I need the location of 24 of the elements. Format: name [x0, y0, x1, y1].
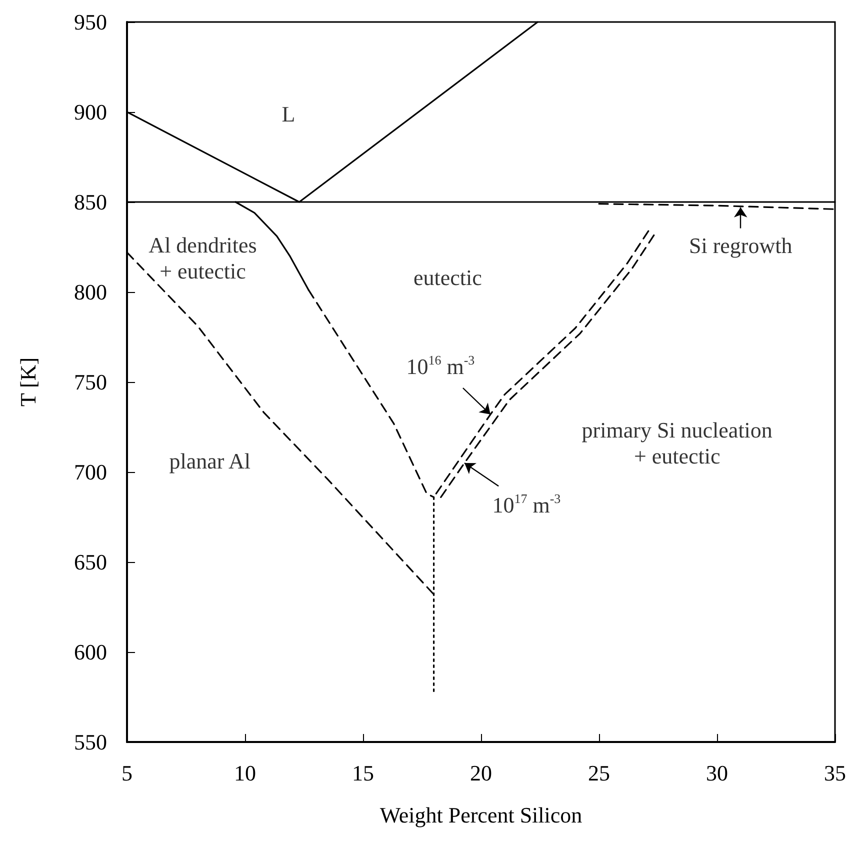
y-tick-label: 900 [74, 100, 107, 124]
annotation: L [282, 101, 296, 126]
x-tick-label: 10 [234, 760, 256, 786]
x-tick-label: 25 [588, 760, 610, 786]
x-tick-label: 20 [470, 760, 492, 786]
y-tick-label: 650 [74, 550, 107, 574]
y-tick-label: 700 [74, 460, 107, 484]
y-tick-label: 800 [74, 280, 107, 304]
y-tick-label: 850 [74, 190, 107, 214]
annotation: Al dendrites + eutectic [148, 232, 257, 284]
y-tick-label: 950 [74, 10, 107, 34]
y-tick-label: 750 [74, 370, 107, 394]
y-tick-label: 550 [74, 730, 107, 754]
y-axis-title: T [K] [16, 357, 40, 407]
annotation: Si regrowth [688, 232, 792, 258]
x-tick-label: 30 [706, 760, 728, 786]
annotation: planar Al [169, 448, 250, 474]
y-tick-label: 600 [74, 640, 107, 664]
x-tick-label: 35 [824, 760, 846, 786]
x-tick-label: 5 [122, 760, 132, 786]
x-tick-label: 15 [352, 760, 374, 786]
annotation: primary Si nucleation + eutectic [582, 418, 772, 469]
annotation: eutectic [414, 265, 482, 290]
x-axis-title: Weight Percent Silicon [380, 802, 582, 828]
